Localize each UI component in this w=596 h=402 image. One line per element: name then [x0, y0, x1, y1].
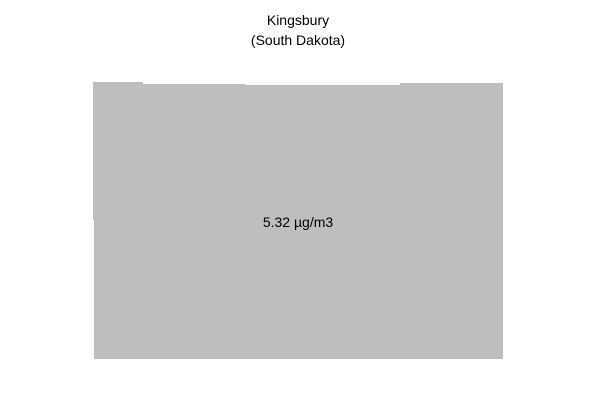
- region-value-label: 5.32 µg/m3: [262, 214, 334, 230]
- county-shape: [93, 82, 503, 359]
- state-subtitle: (South Dakota): [250, 32, 346, 48]
- county-title: Kingsbury: [266, 12, 330, 28]
